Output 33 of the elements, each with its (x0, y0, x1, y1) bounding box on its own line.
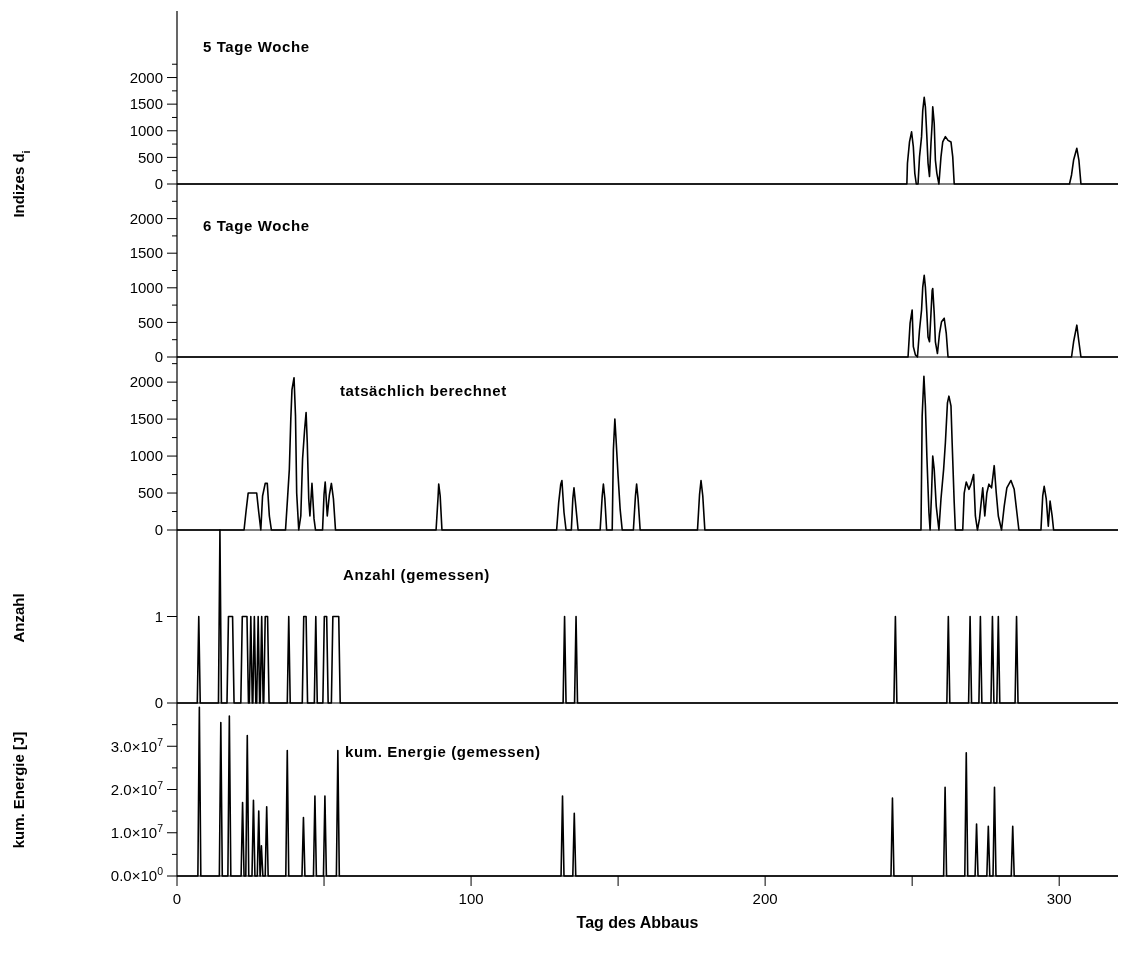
y-tick-label: 1500 (129, 410, 163, 428)
y-tick-label: 1000 (129, 122, 163, 140)
text: Anzahl (gemessen) (343, 566, 490, 583)
y-tick-label: 1 (154, 607, 163, 625)
text: tatsächlich berechnet (340, 382, 507, 399)
x-axis-title: Tag des Abbaus (576, 914, 699, 931)
y-tick-label: 1000 (129, 279, 163, 297)
y-tick-label: 0.0×10$^{0}$ (110, 865, 164, 885)
x-tick-label: 0 (172, 890, 182, 907)
y-tick-label: 0 (154, 521, 163, 539)
y-tick-label: 3.0×10$^{7}$ (110, 735, 164, 755)
text: 5 Tage Woche (203, 38, 310, 55)
y-tick-label: 0 (154, 175, 163, 193)
y-tick-label: 1.0×10$^{7}$ (110, 822, 164, 841)
y-axis-title: Anzahl (10, 593, 27, 643)
y-tick-label: 500 (137, 484, 163, 502)
text: kum. Energie (gemessen) (345, 743, 541, 760)
y-tick-label: 2000 (129, 373, 163, 391)
y-tick-label: 2000 (129, 68, 163, 86)
y-tick-label: 0 (154, 694, 163, 712)
y-tick-label: 1000 (129, 447, 163, 465)
y-tick-label: 500 (137, 313, 163, 331)
y-tick-label: 500 (137, 148, 163, 166)
y-tick-label: 1500 (129, 95, 163, 113)
y-tick-label: 2000 (129, 209, 163, 227)
text: 6 Tage Woche (203, 217, 310, 234)
x-tick-label: 200 (752, 890, 778, 907)
y-tick-label: 2.0×10$^{7}$ (110, 778, 164, 798)
y-tick-label: 0 (154, 348, 163, 366)
y-tick-label: 1500 (129, 244, 163, 262)
x-tick-label: 100 (458, 890, 484, 907)
x-tick-label: 300 (1046, 890, 1072, 907)
y-axis-title: kum. Energie [J] (10, 731, 27, 849)
